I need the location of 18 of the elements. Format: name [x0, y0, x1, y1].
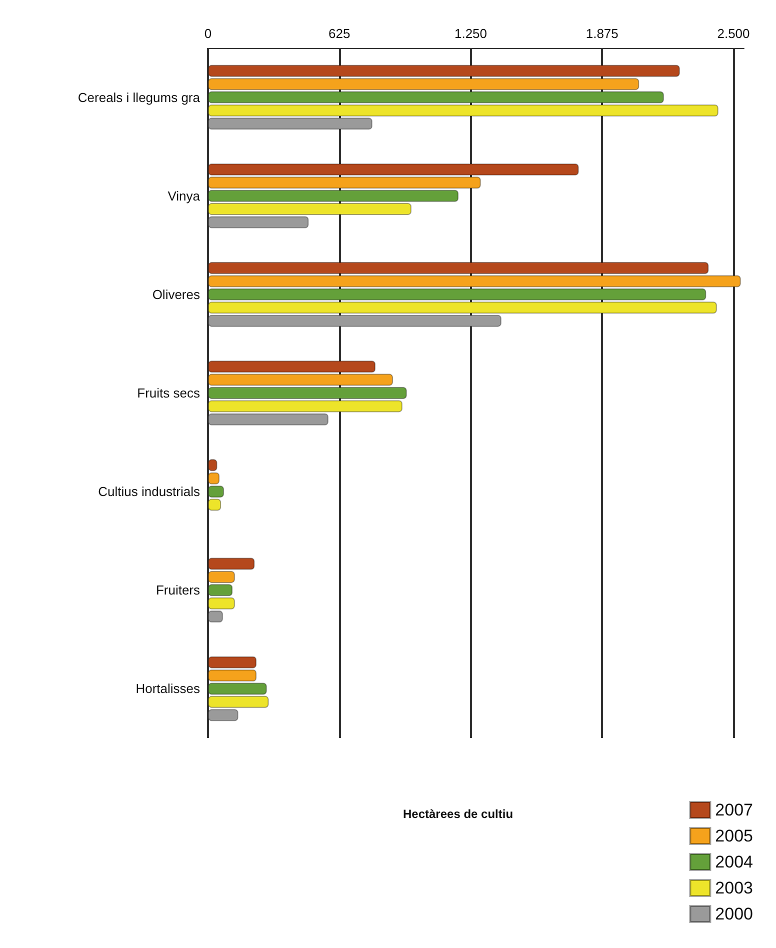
y-tick-label: Vinya: [168, 188, 201, 204]
x-tick-label: 0: [204, 26, 212, 41]
x-tick-label: 1.250: [454, 26, 488, 41]
x-tick-label: 1.875: [586, 26, 618, 41]
legend-label: 2007: [715, 800, 754, 820]
text: Hectàrees de cultiu: [403, 807, 514, 821]
legend-label: 2000: [715, 904, 754, 924]
y-tick-label: Fruiters: [156, 582, 200, 598]
x-tick-label: 2.500: [717, 26, 750, 41]
legend-label: 2005: [715, 826, 754, 846]
y-tick-label: Cultius industrials: [98, 484, 200, 500]
y-tick-label: Fruits secs: [137, 386, 200, 400]
legend-label: 2004: [715, 852, 754, 872]
legend-label: 2003: [715, 878, 754, 898]
y-tick-label: Cereals i llegums gra: [78, 90, 201, 105]
y-tick-label: Hortalisses: [136, 681, 200, 696]
y-tick-label: Oliveres: [152, 286, 200, 302]
x-tick-label: 625: [328, 26, 350, 41]
